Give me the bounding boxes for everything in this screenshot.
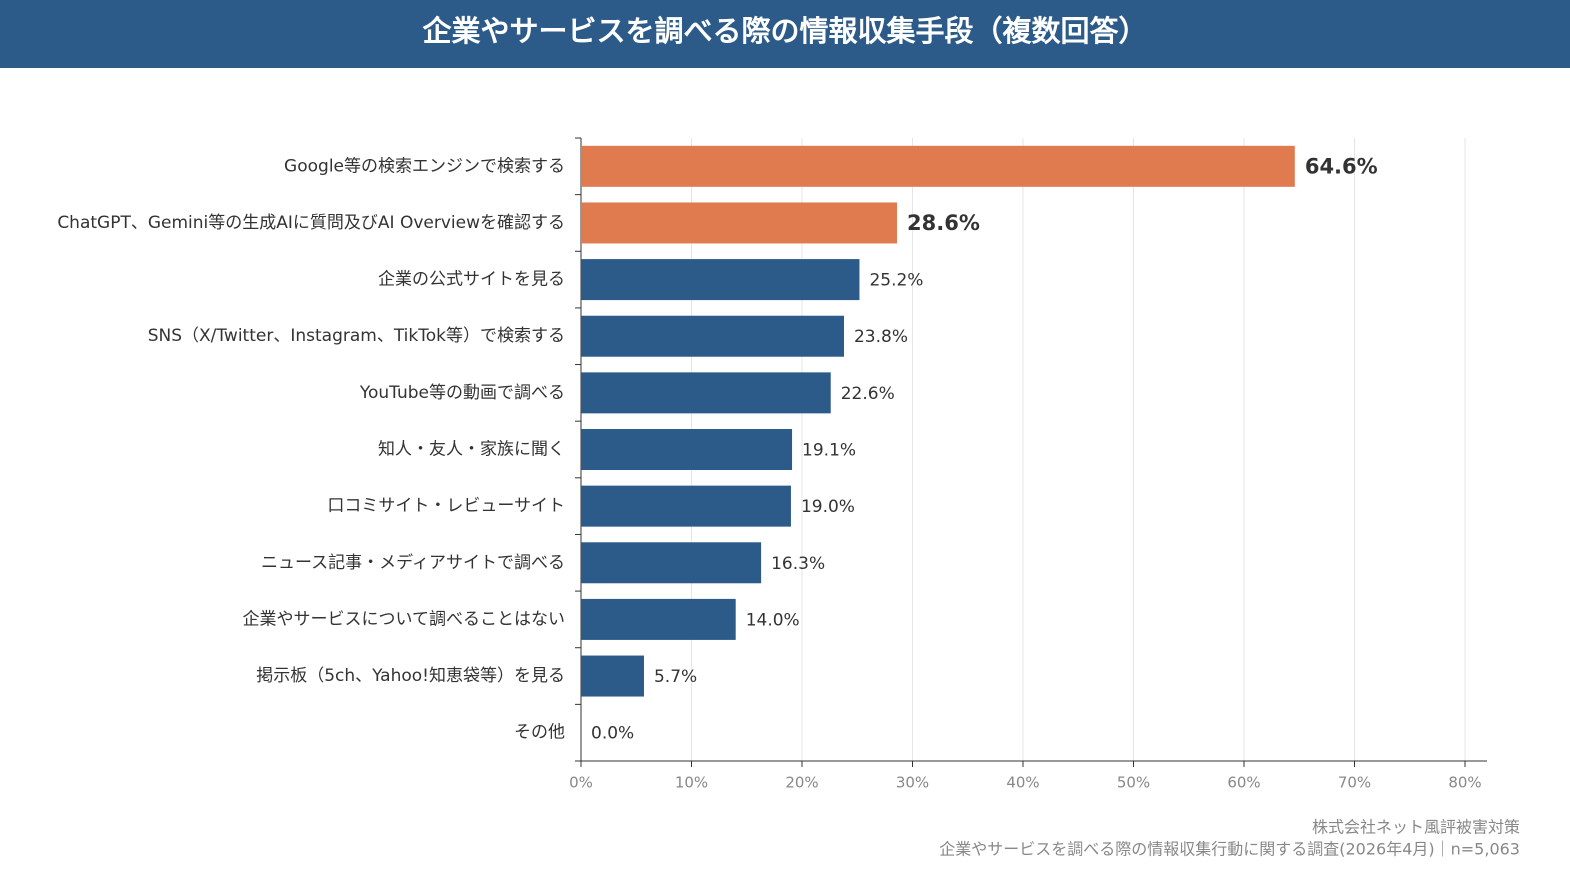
value-label: 64.6%	[1305, 154, 1378, 178]
x-tick-label: 80%	[1448, 774, 1481, 792]
x-tick-label: 70%	[1338, 774, 1371, 792]
y-tick-label: ニュース記事・メディアサイトで調べる	[261, 552, 565, 573]
source-line: 株式会社ネット風評被害対策	[1312, 818, 1520, 837]
x-tick-label: 30%	[896, 774, 929, 792]
x-tick-label: 50%	[1117, 774, 1150, 792]
value-label: 14.0%	[746, 610, 800, 630]
y-tick-label: 企業やサービスについて調べることはない	[243, 609, 566, 629]
value-label: 19.0%	[801, 497, 855, 517]
bar	[581, 259, 860, 301]
y-tick-label: 企業の公式サイトを見る	[378, 270, 565, 290]
y-tick-label: 知人・友人・家族に聞く	[378, 440, 565, 460]
y-tick-label: Google等の検索エンジンで検索する	[284, 156, 565, 176]
header-band	[0, 0, 1570, 68]
bar	[581, 145, 1295, 187]
bar	[581, 429, 793, 470]
bar	[581, 315, 844, 357]
value-label: 16.3%	[771, 554, 825, 574]
y-tick-label: その他	[514, 723, 565, 743]
y-tick-label: SNS（X/Twitter、Instagram、TikTok等）で検索する	[148, 326, 565, 346]
bar	[581, 372, 831, 414]
bar	[581, 202, 898, 244]
value-label: 0.0%	[591, 724, 634, 744]
x-tick-label: 40%	[1006, 774, 1039, 792]
source-line: 企業やサービスを調べる際の情報収集行動に関する調査(2026年4月)｜n=5,0…	[939, 840, 1520, 859]
value-label: 25.2%	[869, 271, 923, 291]
chart-title: 企業やサービスを調べる際の情報収集手段（複数回答）	[422, 14, 1147, 48]
value-label: 23.8%	[854, 327, 908, 347]
y-tick-label: YouTube等の動画で調べる	[359, 383, 565, 403]
y-tick-label: 口コミサイト・レビューサイト	[327, 496, 565, 516]
x-tick-label: 0%	[569, 774, 593, 792]
bar	[581, 598, 736, 640]
x-tick-label: 10%	[675, 774, 708, 792]
x-tick-label: 60%	[1227, 774, 1260, 792]
y-tick-label: 掲示板（5ch、Yahoo!知恵袋等）を見る	[256, 666, 565, 686]
y-tick-label: ChatGPT、Gemini等の生成AIに質問及びAI Overviewを確認す…	[57, 213, 565, 233]
bar	[581, 485, 791, 527]
x-tick-label: 20%	[785, 774, 818, 792]
value-label: 5.7%	[654, 667, 697, 687]
bar	[581, 655, 644, 697]
value-label: 19.1%	[802, 441, 856, 461]
value-label: 22.6%	[841, 384, 895, 404]
value-label: 28.6%	[907, 211, 980, 235]
bar	[581, 542, 762, 584]
